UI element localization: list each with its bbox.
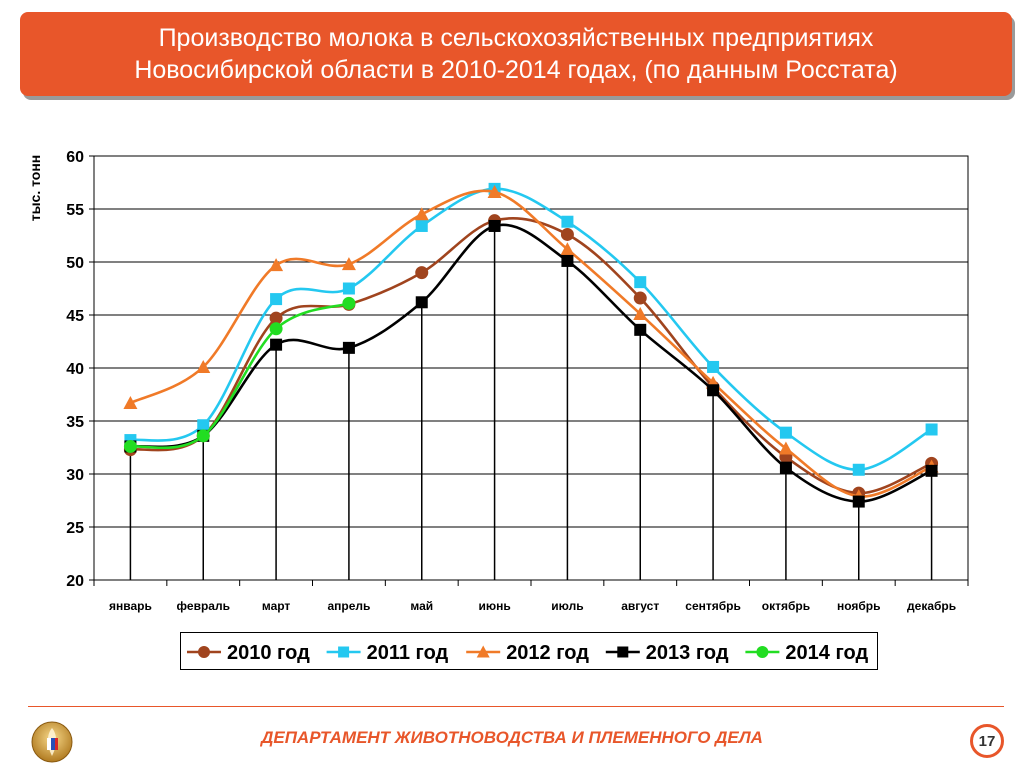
data-point bbox=[852, 463, 865, 476]
footer-divider bbox=[28, 706, 1004, 707]
data-point bbox=[415, 296, 428, 309]
x-tick-label: февраль bbox=[177, 599, 230, 613]
y-tick-label: 35 bbox=[66, 414, 84, 431]
data-point bbox=[197, 419, 210, 432]
page-number: 17 bbox=[970, 724, 1004, 758]
data-point bbox=[633, 291, 647, 305]
data-point bbox=[852, 495, 865, 508]
chart-legend: 2010 год 2011 год 2012 год 2013 год 2014 год bbox=[180, 632, 878, 670]
legend-item: 2010 год bbox=[187, 642, 310, 664]
data-point bbox=[123, 395, 138, 409]
data-point bbox=[415, 219, 428, 232]
title-banner: Производство молока в сельскохозяйственн… bbox=[20, 12, 1012, 96]
data-point bbox=[634, 323, 647, 336]
data-point bbox=[342, 296, 356, 310]
wheat-emblem-icon bbox=[31, 721, 73, 763]
legend-item: 2012 год bbox=[466, 642, 589, 664]
legend-items: 2010 год 2011 год 2012 год 2013 год 2014 год bbox=[187, 642, 868, 664]
legend-label: 2011 год bbox=[367, 642, 449, 664]
x-tick-label: август bbox=[621, 599, 659, 613]
data-point bbox=[560, 242, 575, 256]
x-tick-label: ноябрь bbox=[837, 599, 881, 613]
drop-lines bbox=[129, 225, 933, 580]
data-point bbox=[123, 439, 137, 453]
data-point bbox=[633, 306, 648, 320]
series-line bbox=[130, 302, 350, 450]
series-group bbox=[123, 182, 939, 508]
data-point bbox=[707, 384, 720, 397]
grid bbox=[93, 155, 969, 581]
data-point bbox=[338, 646, 350, 658]
data-point bbox=[617, 646, 629, 658]
legend-label: 2013 год bbox=[646, 642, 729, 664]
data-point bbox=[341, 257, 356, 271]
data-point bbox=[196, 359, 211, 373]
data-point bbox=[925, 464, 938, 477]
data-point bbox=[415, 266, 429, 280]
y-tick-label: 25 bbox=[66, 520, 84, 537]
y-tick-label: 40 bbox=[66, 361, 84, 378]
y-tick-label: 60 bbox=[66, 149, 84, 166]
data-point bbox=[561, 254, 574, 267]
data-point bbox=[414, 207, 429, 221]
x-tick-label: апрель bbox=[327, 599, 370, 613]
data-point bbox=[756, 646, 769, 658]
x-tick-label: январь bbox=[109, 599, 152, 613]
data-point bbox=[269, 322, 283, 336]
data-point bbox=[196, 429, 210, 443]
data-point bbox=[488, 219, 501, 232]
data-point bbox=[634, 276, 647, 289]
data-point bbox=[779, 461, 792, 474]
x-tick-label: июль bbox=[551, 599, 583, 613]
x-tick-label: октябрь bbox=[762, 599, 810, 613]
data-point bbox=[476, 645, 490, 658]
legend-item: 2011 год bbox=[326, 642, 449, 664]
data-point bbox=[778, 441, 793, 455]
legend-label: 2012 год bbox=[506, 642, 589, 664]
x-tick-label: сентябрь bbox=[685, 599, 741, 613]
data-point bbox=[560, 227, 574, 241]
data-point bbox=[487, 185, 502, 199]
x-tick-label: декабрь bbox=[907, 599, 956, 613]
y-tick-label: 45 bbox=[66, 308, 84, 325]
axes: 20 25 30 35 40 45 50 55 60 январь февраль март апрел… bbox=[66, 149, 969, 613]
data-point bbox=[925, 423, 938, 436]
department-name: ДЕПАРТАМЕНТ ЖИВОТНОВОДСТВА И ПЛЕМЕННОГО … bbox=[261, 728, 763, 747]
y-tick-label: 50 bbox=[66, 255, 84, 272]
data-point bbox=[342, 282, 355, 295]
x-tick-label: март bbox=[262, 599, 291, 613]
legend-item: 2014 год bbox=[745, 642, 868, 664]
x-tick-label: май bbox=[410, 599, 433, 613]
y-tick-label: 20 bbox=[66, 573, 84, 590]
data-point bbox=[198, 646, 210, 658]
data-point bbox=[342, 341, 355, 354]
legend-label: 2014 год bbox=[785, 642, 868, 664]
data-point bbox=[561, 215, 574, 228]
data-point bbox=[270, 293, 283, 306]
y-tick-label: 30 bbox=[66, 467, 84, 484]
legend-label: 2010 год bbox=[227, 642, 310, 664]
data-point bbox=[269, 258, 284, 272]
series-5 bbox=[123, 296, 356, 453]
data-point bbox=[707, 360, 720, 373]
y-tick-label: 55 bbox=[66, 202, 84, 219]
page-title: Производство молока в сельскохозяйственн… bbox=[134, 24, 898, 84]
data-point bbox=[779, 426, 792, 439]
data-point bbox=[270, 338, 283, 351]
x-tick-label: июнь bbox=[478, 599, 510, 613]
y-axis-label: тыс. тонн bbox=[27, 155, 43, 222]
legend-item: 2013 год bbox=[605, 642, 729, 664]
